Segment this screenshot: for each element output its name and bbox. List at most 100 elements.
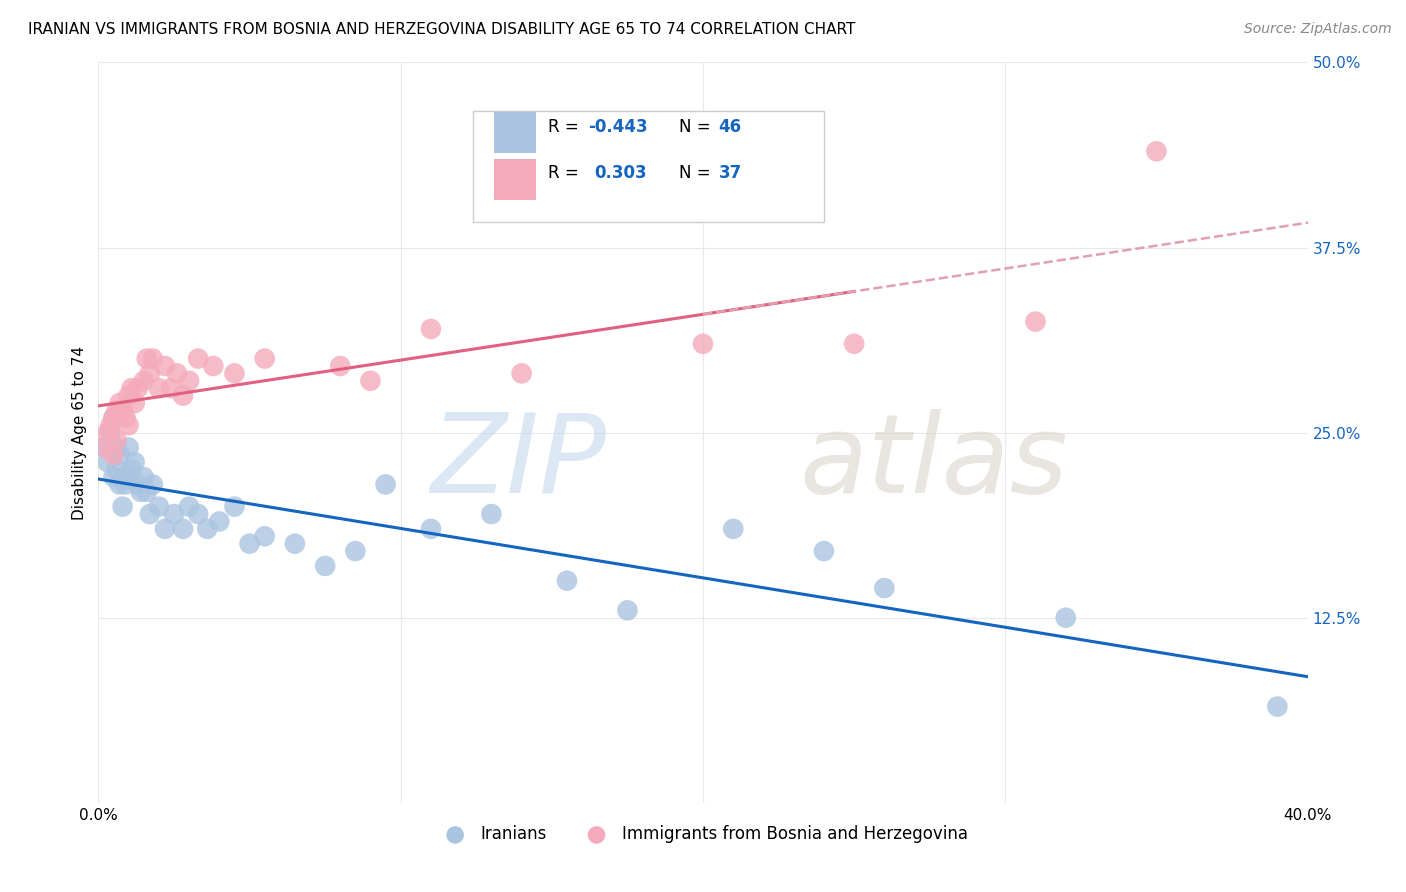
Point — [510, 367, 533, 381]
Point — [105, 403, 128, 417]
Point — [139, 507, 162, 521]
Point — [118, 441, 141, 455]
Point — [314, 558, 336, 573]
Point — [153, 359, 176, 373]
Point — [555, 574, 578, 588]
Point — [224, 367, 246, 381]
Point — [103, 410, 125, 425]
Point — [1144, 145, 1167, 159]
Text: 0.303: 0.303 — [595, 164, 647, 183]
Point — [114, 477, 136, 491]
Point — [93, 441, 115, 455]
Point — [129, 484, 152, 499]
Point — [163, 507, 186, 521]
Point — [142, 351, 165, 366]
Point — [374, 477, 396, 491]
Point — [1024, 314, 1046, 328]
FancyBboxPatch shape — [494, 159, 536, 200]
Point — [187, 507, 209, 521]
Point — [118, 418, 141, 433]
FancyBboxPatch shape — [474, 111, 824, 221]
Point — [121, 462, 143, 476]
Text: -0.443: -0.443 — [588, 118, 648, 136]
Point — [100, 425, 122, 440]
Point — [103, 410, 125, 425]
Point — [108, 477, 131, 491]
Y-axis label: Disability Age 65 to 74: Disability Age 65 to 74 — [72, 345, 87, 520]
Point — [202, 359, 225, 373]
Point — [1054, 610, 1077, 624]
Point — [108, 396, 131, 410]
Point — [224, 500, 246, 514]
Text: Source: ZipAtlas.com: Source: ZipAtlas.com — [1244, 22, 1392, 37]
Point — [114, 410, 136, 425]
Point — [329, 359, 352, 373]
Point — [100, 418, 122, 433]
Legend: Iranians, Immigrants from Bosnia and Herzegovina: Iranians, Immigrants from Bosnia and Her… — [432, 819, 974, 850]
Point — [253, 351, 276, 366]
Point — [111, 470, 134, 484]
Point — [844, 336, 866, 351]
Point — [118, 388, 141, 402]
Text: atlas: atlas — [800, 409, 1069, 516]
Point — [179, 500, 201, 514]
Point — [195, 522, 218, 536]
Text: N =: N = — [679, 118, 716, 136]
Text: R =: R = — [548, 118, 585, 136]
Point — [616, 603, 638, 617]
Point — [153, 522, 176, 536]
Point — [124, 396, 146, 410]
Point — [420, 322, 443, 336]
Point — [1267, 699, 1289, 714]
Point — [360, 374, 382, 388]
Point — [172, 522, 194, 536]
Point — [813, 544, 835, 558]
Point — [111, 500, 134, 514]
Point — [103, 448, 125, 462]
Text: ZIP: ZIP — [430, 409, 606, 516]
Point — [142, 477, 165, 491]
Point — [139, 367, 162, 381]
Point — [103, 470, 125, 484]
Text: R =: R = — [548, 164, 589, 183]
Point — [96, 425, 118, 440]
Point — [172, 388, 194, 402]
Text: N =: N = — [679, 164, 716, 183]
Point — [108, 448, 131, 462]
Point — [111, 403, 134, 417]
Point — [132, 470, 155, 484]
Text: IRANIAN VS IMMIGRANTS FROM BOSNIA AND HERZEGOVINA DISABILITY AGE 65 TO 74 CORREL: IRANIAN VS IMMIGRANTS FROM BOSNIA AND HE… — [28, 22, 855, 37]
Point — [239, 536, 262, 550]
Point — [179, 374, 201, 388]
FancyBboxPatch shape — [494, 112, 536, 153]
Point — [208, 515, 231, 529]
Point — [105, 433, 128, 447]
Point — [344, 544, 367, 558]
Point — [166, 367, 188, 381]
Point — [723, 522, 745, 536]
Point — [135, 351, 157, 366]
Text: 37: 37 — [718, 164, 742, 183]
Point — [96, 455, 118, 469]
Point — [105, 441, 128, 455]
Point — [253, 529, 276, 543]
Point — [148, 500, 170, 514]
Point — [124, 455, 146, 469]
Point — [187, 351, 209, 366]
Point — [148, 381, 170, 395]
Point — [118, 470, 141, 484]
Point — [127, 477, 149, 491]
Point — [873, 581, 896, 595]
Text: 46: 46 — [718, 118, 742, 136]
Point — [127, 381, 149, 395]
Point — [132, 374, 155, 388]
Point — [692, 336, 714, 351]
Point — [121, 381, 143, 395]
Point — [105, 462, 128, 476]
Point — [135, 484, 157, 499]
Point — [481, 507, 503, 521]
Point — [93, 441, 115, 455]
Point — [160, 381, 183, 395]
Point — [284, 536, 307, 550]
Point — [420, 522, 443, 536]
